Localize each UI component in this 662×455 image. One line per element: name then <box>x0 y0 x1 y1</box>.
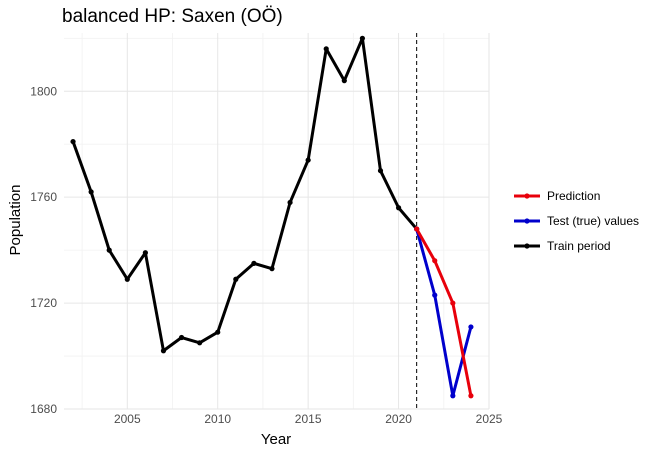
data-point-train-period <box>287 199 293 206</box>
data-point-train-period <box>142 250 148 256</box>
legend-marker-train-period <box>524 243 530 249</box>
data-point-train-period <box>323 46 329 52</box>
x-tick-label: 2015 <box>295 412 322 426</box>
legend-label-test-true-values: Test (true) values <box>547 214 639 228</box>
data-point-train-period <box>178 334 185 341</box>
y-axis-title: Population <box>7 185 24 256</box>
data-point-train-period <box>251 260 257 266</box>
data-point-train-period <box>377 168 384 174</box>
data-point-test-true-values <box>468 324 474 330</box>
data-point-train-period <box>341 78 347 84</box>
data-point-train-period <box>124 276 130 282</box>
data-point-train-period <box>197 340 203 346</box>
data-point-train-period <box>88 189 94 195</box>
x-axis-title: Year <box>261 431 291 448</box>
x-axis-ticks: 2005 2010 2015 2020 2025 <box>114 412 503 426</box>
y-tick-label: 1760 <box>30 190 57 204</box>
series-line-prediction <box>415 227 473 398</box>
y-tick-label: 1720 <box>30 296 57 310</box>
data-point-train-period <box>106 247 112 253</box>
legend-label-train-period: Train period <box>547 239 611 253</box>
y-axis-ticks: 1680 1720 1760 1800 <box>30 84 57 416</box>
data-point-prediction <box>468 393 474 399</box>
data-point-train-period <box>395 205 402 211</box>
legend-marker-test-true-values <box>524 218 530 224</box>
data-point-train-period <box>160 348 167 354</box>
data-point-train-period <box>233 276 239 282</box>
x-tick-label: 2020 <box>385 412 412 426</box>
x-tick-label: 2025 <box>476 412 503 426</box>
grid <box>64 33 490 410</box>
legend-marker-prediction <box>524 193 530 199</box>
data-point-train-period <box>215 329 221 335</box>
series-group <box>70 35 474 399</box>
data-point-test-true-values <box>450 393 456 399</box>
data-point-prediction <box>432 258 438 264</box>
x-tick-label: 2005 <box>114 412 141 426</box>
data-point-test-true-values <box>432 292 438 298</box>
x-tick-label: 2010 <box>204 412 231 426</box>
data-point-train-period <box>269 266 275 272</box>
legend: Prediction Test (true) values Train period <box>514 189 639 253</box>
series-line-test-true-values <box>415 227 473 398</box>
data-point-train-period <box>70 138 76 145</box>
chart-title: balanced HP: Saxen (OÖ) <box>62 6 283 27</box>
y-tick-label: 1800 <box>30 84 57 98</box>
data-point-train-period <box>359 35 366 41</box>
data-point-prediction <box>414 226 420 232</box>
y-tick-label: 1680 <box>30 402 57 416</box>
data-point-train-period <box>305 157 311 163</box>
legend-label-prediction: Prediction <box>547 189 600 203</box>
series-line-train-period <box>71 36 419 353</box>
data-point-prediction <box>450 300 456 306</box>
